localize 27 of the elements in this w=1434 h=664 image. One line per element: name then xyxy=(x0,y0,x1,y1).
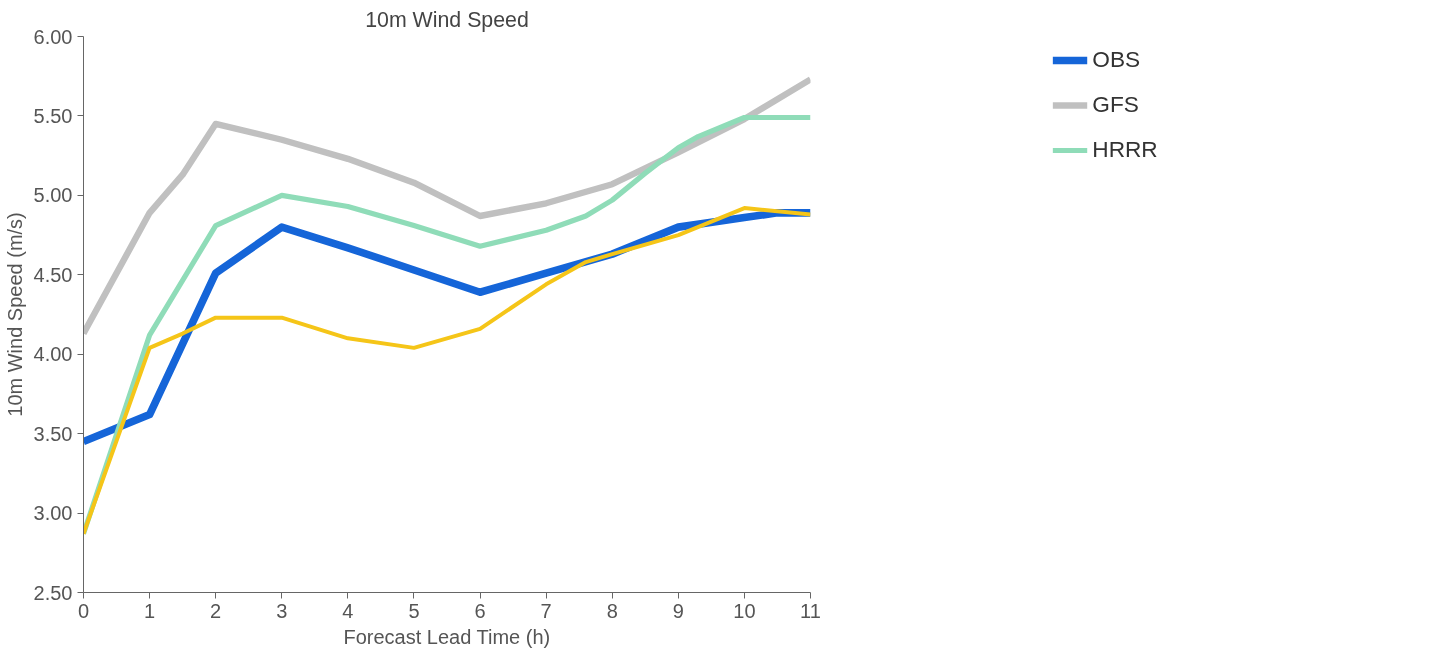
x-tick-label: 2 xyxy=(210,599,222,622)
y-tick-label: 3.00 xyxy=(33,502,73,525)
y-axis-title: 10m Wind Speed (m/s) xyxy=(3,212,26,417)
x-tick-label: 6 xyxy=(474,599,486,622)
x-axis-title: Forecast Lead Time (h) xyxy=(343,625,551,648)
x-tick-label: 7 xyxy=(540,599,552,622)
legend-label: GFS xyxy=(1092,91,1139,118)
y-tick-label: 4.00 xyxy=(33,343,73,366)
x-tick-label: 8 xyxy=(606,599,618,622)
x-tick-label: 10 xyxy=(733,599,756,622)
y-tick-label: 5.00 xyxy=(33,184,73,207)
chart-title: 10m Wind Speed xyxy=(365,7,529,32)
x-tick-label: 11 xyxy=(800,599,821,622)
line-series xyxy=(83,206,811,536)
x-tick-label: 1 xyxy=(144,599,156,622)
y-tick-label: 6.00 xyxy=(33,25,73,48)
legend-label: HRRR xyxy=(1092,136,1158,163)
x-tick-label: 4 xyxy=(342,599,354,622)
x-tick-label: 0 xyxy=(77,599,90,622)
y-tick-label: 2.50 xyxy=(33,581,73,604)
legend-label: OBS xyxy=(1092,46,1141,73)
x-tick-label: 3 xyxy=(276,599,288,622)
y-tick-label: 4.50 xyxy=(33,263,73,286)
x-tick-label: 9 xyxy=(672,599,684,622)
y-tick-label: 5.50 xyxy=(33,104,73,127)
x-tick-label: 5 xyxy=(408,599,420,622)
y-tick-label: 3.50 xyxy=(33,422,73,445)
